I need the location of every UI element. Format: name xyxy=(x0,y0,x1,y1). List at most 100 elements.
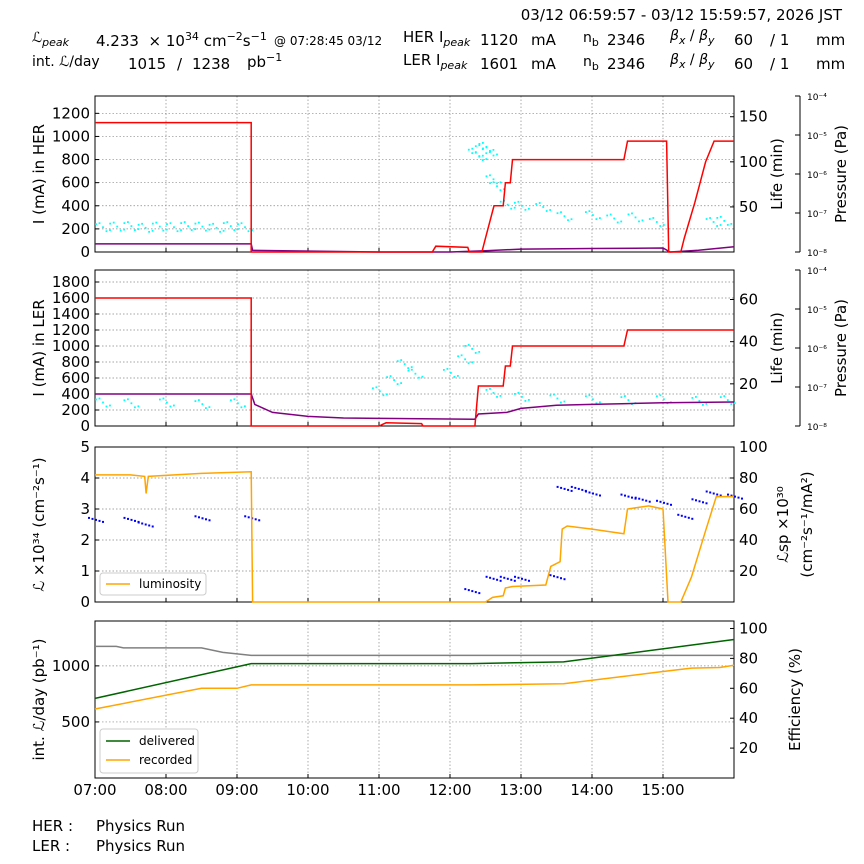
ler-life-point xyxy=(485,389,488,391)
her-ipeak-value: 1120 xyxy=(480,31,519,49)
specific-lumi-point xyxy=(553,575,555,578)
her-life-point xyxy=(496,182,498,185)
her-life-point xyxy=(176,230,179,233)
specific-lumi-point xyxy=(581,488,584,491)
ler-life-point xyxy=(471,348,474,350)
specific-lumi-point xyxy=(91,517,94,520)
specific-lumi-point xyxy=(702,501,704,504)
ler-beta-sep: / xyxy=(689,52,695,68)
ler-life-point xyxy=(624,395,626,397)
y-tick-label: 0 xyxy=(80,417,90,435)
y-right-tick-label: 50 xyxy=(739,198,758,216)
her-life-point xyxy=(613,217,616,220)
y-tick-label: 4 xyxy=(80,469,90,487)
ler-life-point xyxy=(109,404,111,407)
her-life-point xyxy=(545,210,548,212)
ler-life-point xyxy=(549,394,552,397)
her-life-point xyxy=(719,224,722,226)
her-current-line xyxy=(95,121,734,253)
ler-life-point xyxy=(691,397,694,399)
specific-lumi-point xyxy=(585,490,587,493)
her-life-point xyxy=(538,202,541,204)
specific-lumi-point xyxy=(577,487,580,490)
ler-life-point xyxy=(205,407,207,409)
her-life-point xyxy=(251,229,253,232)
her-life-point xyxy=(641,219,644,222)
pressure-tick-label: 10⁻⁴ xyxy=(807,93,827,103)
her-life-point xyxy=(542,206,545,208)
her-life-point xyxy=(478,143,481,145)
ler-life-point xyxy=(386,376,388,378)
ler-life-point xyxy=(382,394,385,397)
y-right-tick-label: 40 xyxy=(739,531,758,549)
ler-life-point xyxy=(400,359,403,361)
y-right-tick-label: 100 xyxy=(739,619,768,637)
ler-life-point xyxy=(585,395,587,398)
her-life-point xyxy=(205,229,207,232)
ler-life-point xyxy=(443,369,445,371)
specific-lumi-point xyxy=(517,576,520,579)
ler-life-point xyxy=(705,403,708,405)
ler-nb-sub: b xyxy=(591,59,599,73)
y-tick-label: 1000 xyxy=(52,337,90,355)
her-beta-unit: mm xyxy=(816,31,846,49)
specific-lumi-point xyxy=(695,499,697,502)
x-tick-label: 07:00 xyxy=(73,781,116,799)
her-life-point xyxy=(662,224,665,226)
ler-life-point xyxy=(421,375,424,378)
specific-lumi-point xyxy=(592,492,594,495)
specific-lumi-point xyxy=(560,577,562,580)
her-life-point xyxy=(190,229,193,231)
specific-lumi-point xyxy=(624,494,626,497)
int-lumi-delivered: 1015 xyxy=(128,55,167,73)
y-right-tick-label: 150 xyxy=(739,108,768,126)
her-life-point xyxy=(510,207,513,210)
specific-lumi-point xyxy=(524,578,527,581)
peak-luminosity-value: 4.233 × 1034 cm−2s−1 xyxy=(96,30,267,50)
her-beta-label: βx / βy xyxy=(670,28,715,47)
footer-ler-label: LER : xyxy=(32,837,71,855)
peak-time: @ 07:28:45 03/12 xyxy=(274,34,383,48)
y-tick-label: 200 xyxy=(61,401,90,419)
her-life-point xyxy=(481,154,484,157)
her-life-point xyxy=(627,213,630,216)
her-life-point xyxy=(215,226,218,229)
ler-life-point xyxy=(134,406,136,409)
her-life-point xyxy=(165,228,168,231)
ler-life-point xyxy=(457,375,459,377)
ler-life-point xyxy=(400,382,402,384)
pressure-tick-label: 10⁻⁴ xyxy=(807,267,827,277)
her-life-point xyxy=(237,223,239,226)
x-tick-label: 09:00 xyxy=(215,781,258,799)
ler-life-point xyxy=(457,355,459,358)
lpeak-unit-s: s xyxy=(242,32,251,50)
ler-life-point xyxy=(723,395,726,397)
pressure-tick-label: 10⁻⁷ xyxy=(807,210,827,220)
specific-lumi-point xyxy=(570,485,573,488)
y-tick-label: 0 xyxy=(80,593,90,611)
y-right-tick-label: 60 xyxy=(739,500,758,518)
specific-lumi-point xyxy=(666,502,669,505)
ler-life-point xyxy=(695,396,697,398)
footer-ler-status: Physics Run xyxy=(96,837,186,855)
her-life-point xyxy=(229,225,232,227)
ler-beta-unit: mm xyxy=(816,55,846,73)
specific-lumi-point xyxy=(496,578,499,581)
time-range: 03/12 06:59:57 - 03/12 15:59:57, 2026 JS… xyxy=(520,6,842,24)
her-life-point xyxy=(130,225,133,227)
specific-lumi-point xyxy=(634,496,637,499)
ler-life-point xyxy=(599,401,601,404)
y-tick-label: 200 xyxy=(61,220,90,238)
y-tick-label: 1800 xyxy=(52,273,90,291)
her-life-point xyxy=(492,181,495,184)
her-life-point xyxy=(233,229,236,231)
y-tick-label: 1200 xyxy=(52,104,90,122)
life-axis-label: Life (min) xyxy=(768,312,786,384)
her-life-point xyxy=(474,145,477,148)
her-life-point xyxy=(151,229,154,232)
specific-lumi-point xyxy=(137,521,140,524)
her-life-point xyxy=(141,222,143,225)
pressure-tick-label: 10⁻⁵ xyxy=(807,306,827,316)
specific-lumi-point xyxy=(144,523,147,526)
her-nb-value: 2346 xyxy=(607,31,646,49)
